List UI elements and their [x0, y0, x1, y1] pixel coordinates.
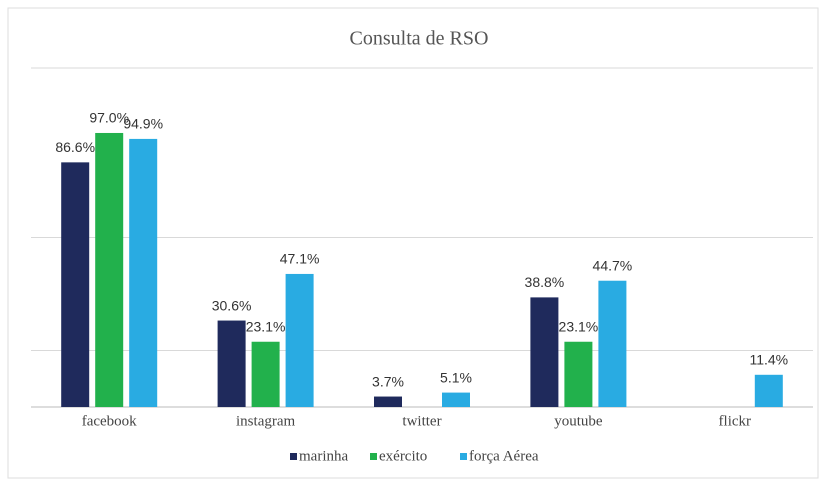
bar [754, 374, 783, 407]
x-tick-label: instagram [236, 413, 295, 429]
bar [285, 273, 314, 407]
data-label: 5.1% [440, 369, 472, 385]
bar [564, 341, 593, 407]
x-tick-label: facebook [82, 413, 137, 429]
data-label: 94.9% [123, 116, 163, 132]
legend-swatch [460, 453, 467, 460]
data-label: 23.1% [559, 318, 599, 334]
data-label: 11.4% [749, 351, 788, 367]
legend-label: força Aérea [469, 448, 539, 464]
data-label: 23.1% [246, 318, 286, 334]
legend-label: marinha [299, 448, 348, 464]
bar [251, 341, 280, 407]
data-label: 44.7% [593, 257, 633, 273]
data-label: 86.6% [55, 139, 95, 155]
bar [374, 396, 402, 407]
legend-swatch [370, 453, 377, 460]
data-label: 47.1% [280, 251, 320, 267]
data-label: 38.8% [525, 274, 565, 290]
x-tick-label: youtube [554, 413, 603, 429]
x-tick-label: flickr [719, 413, 751, 429]
x-tick-label: twitter [402, 413, 441, 429]
bar [598, 280, 627, 407]
bar [95, 132, 124, 407]
data-label: 3.7% [372, 373, 404, 389]
chart-title: Consulta de RSO [350, 28, 489, 50]
bar [129, 138, 158, 407]
data-label: 97.0% [89, 110, 129, 126]
chart-border [7, 7, 819, 479]
bar [61, 162, 90, 407]
data-label: 30.6% [212, 297, 252, 313]
legend-label: exército [379, 448, 427, 464]
bar [530, 297, 559, 407]
bar [442, 392, 470, 407]
legend-swatch [290, 453, 297, 460]
bar [217, 320, 246, 407]
